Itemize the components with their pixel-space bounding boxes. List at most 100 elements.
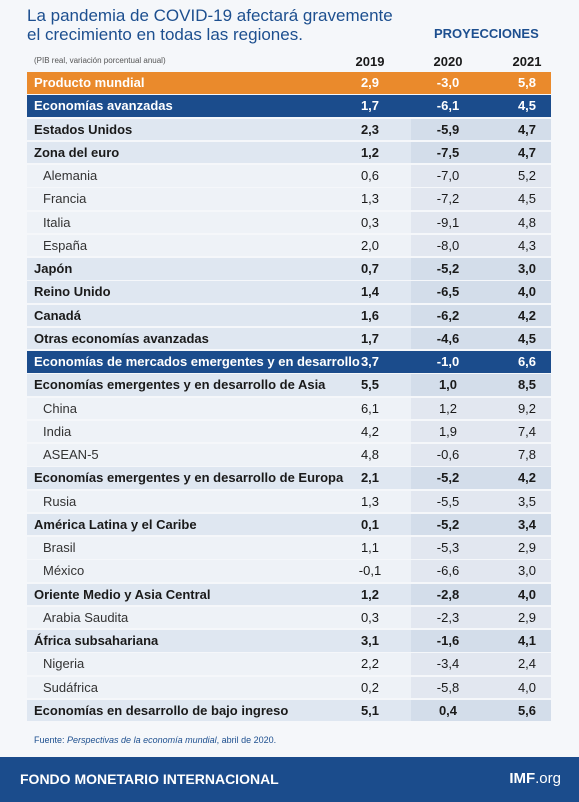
value-cell: 4,0 xyxy=(517,284,537,300)
projections-label: PROYECCIONES xyxy=(434,26,539,41)
value-cell: 3,4 xyxy=(517,516,537,532)
row-label: Arabia Saudita xyxy=(43,609,129,625)
column-header: 2020 xyxy=(433,54,463,69)
value-cell: 1,3 xyxy=(360,191,380,207)
value-cell: 2,1 xyxy=(360,470,380,486)
row-label: Estados Unidos xyxy=(34,121,133,137)
value-cell: -5,9 xyxy=(436,121,460,137)
table-row: Alemania 0,6 -7,0 5,2 xyxy=(27,165,551,187)
value-cell: 4,7 xyxy=(517,144,537,160)
site-bold: IMF xyxy=(509,770,536,787)
value-cell: 4,8 xyxy=(517,214,537,230)
row-label: China xyxy=(43,400,77,416)
value-cell: 0,6 xyxy=(360,168,380,183)
value-cell: 2,0 xyxy=(360,237,380,253)
value-cell: 0,4 xyxy=(438,702,458,718)
source-suffix: , abril de 2020. xyxy=(216,735,277,745)
value-cell: -7,5 xyxy=(436,144,460,160)
table-row: Economías avanzadas 1,7 -6,1 4,5 xyxy=(27,95,551,117)
value-cell: 5,2 xyxy=(517,168,537,183)
value-cell: 4,2 xyxy=(517,470,537,486)
value-cell: 1,7 xyxy=(360,330,380,346)
value-cell: 0,3 xyxy=(360,609,380,625)
projection-shade xyxy=(411,444,551,466)
value-cell: -8,0 xyxy=(436,237,460,253)
table-row: Japón 0,7 -5,2 3,0 xyxy=(27,258,551,280)
table-row: China 6,1 1,2 9,2 xyxy=(27,397,551,419)
value-cell: 4,2 xyxy=(360,423,380,439)
site: IMF.org xyxy=(509,770,561,787)
value-cell: -2,8 xyxy=(436,586,460,602)
table-row: España 2,0 -8,0 4,3 xyxy=(27,234,551,257)
projection-shade xyxy=(411,327,551,350)
projection-shade xyxy=(411,490,551,512)
source-title: Perspectivas de la economía mundial xyxy=(67,735,217,745)
value-cell: -5,5 xyxy=(436,493,460,509)
value-cell: 1,3 xyxy=(360,493,380,509)
value-cell: 4,5 xyxy=(517,98,537,114)
source-prefix: Fuente: xyxy=(34,735,68,745)
row-label: Canadá xyxy=(34,307,81,323)
projection-shade xyxy=(411,188,551,210)
row-label: América Latina y el Caribe xyxy=(34,516,197,532)
value-cell: -5,2 xyxy=(436,470,460,486)
value-cell: 3,5 xyxy=(517,493,537,509)
projection-shade xyxy=(411,258,551,280)
row-label: Rusia xyxy=(43,493,77,509)
value-cell: -6,1 xyxy=(436,98,460,114)
value-cell: 9,2 xyxy=(517,400,537,416)
value-cell: -2,3 xyxy=(436,609,460,625)
projection-shade xyxy=(411,374,551,396)
row-label: África subsahariana xyxy=(34,633,159,648)
column-header: 2019 xyxy=(355,54,385,69)
projection-shade xyxy=(411,397,551,419)
footer-bar xyxy=(0,757,579,802)
value-cell: -5,8 xyxy=(436,679,460,695)
value-cell: 1,2 xyxy=(360,586,380,602)
table-row: Reino Unido 1,4 -6,5 4,0 xyxy=(27,281,551,303)
value-cell: 1,4 xyxy=(360,284,380,300)
table-row: Otras economías avanzadas 1,7 -4,6 4,5 xyxy=(27,327,551,350)
projection-shade xyxy=(411,211,551,233)
projection-shade xyxy=(411,281,551,303)
table-row: Economías emergentes y en desarrollo de … xyxy=(27,467,551,489)
value-cell: -1,0 xyxy=(436,354,460,369)
projection-shade xyxy=(411,118,551,140)
title: La pandemia de COVID-19 afectará graveme… xyxy=(27,6,393,44)
value-cell: 3,0 xyxy=(517,563,537,579)
row-label: Economías de mercados emergentes y en de… xyxy=(34,354,360,369)
row-label: ASEAN-5 xyxy=(43,447,99,462)
table-row: Brasil 1,1 -5,3 2,9 xyxy=(27,537,551,559)
value-cell: -6,2 xyxy=(436,307,460,323)
value-cell: -4,6 xyxy=(436,330,460,346)
value-cell: -7,0 xyxy=(436,168,460,183)
row-label: Economías emergentes y en desarrollo de … xyxy=(34,470,344,486)
projection-shade xyxy=(411,583,551,605)
value-cell: 1,1 xyxy=(360,540,380,555)
value-cell: 3,0 xyxy=(517,261,537,276)
row-label: Economías emergentes y en desarrollo de … xyxy=(34,377,326,393)
value-cell: 4,8 xyxy=(360,447,380,462)
value-cell: 4,5 xyxy=(517,330,537,346)
table-row: África subsahariana 3,1 -1,6 4,1 xyxy=(27,630,551,652)
value-cell: 0,7 xyxy=(360,261,380,276)
value-cell: 4,5 xyxy=(517,191,537,207)
value-cell: 5,1 xyxy=(360,702,380,718)
row-label: Reino Unido xyxy=(34,284,111,300)
row-label: Economías avanzadas xyxy=(34,98,173,114)
value-cell: 1,2 xyxy=(360,144,380,160)
projection-shade xyxy=(411,420,551,443)
row-label: Otras economías avanzadas xyxy=(34,330,209,346)
table-row: Oriente Medio y Asia Central 1,2 -2,8 4,0 xyxy=(27,583,551,605)
projection-shade xyxy=(411,630,551,652)
value-cell: -6,5 xyxy=(436,284,460,300)
table-row: América Latina y el Caribe 0,1 -5,2 3,4 xyxy=(27,513,551,536)
value-cell: 2,4 xyxy=(517,656,537,672)
table-row: Producto mundial 2,9 -3,0 5,8 xyxy=(27,72,551,94)
projection-shade xyxy=(411,537,551,559)
value-cell: 3,1 xyxy=(360,633,380,648)
value-cell: 1,6 xyxy=(360,307,380,323)
value-cell: -3,0 xyxy=(436,75,460,90)
projection-shade xyxy=(411,676,551,698)
